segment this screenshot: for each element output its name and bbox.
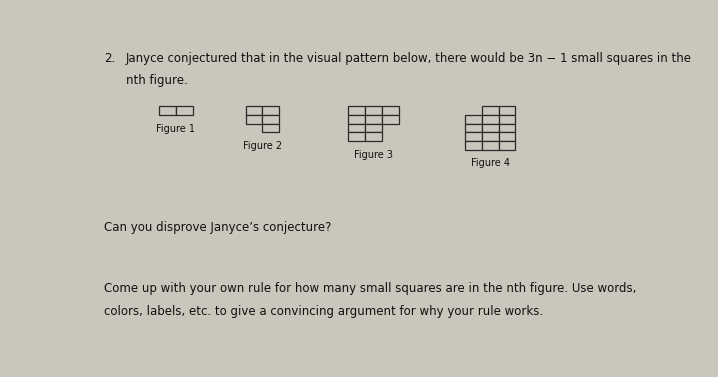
Bar bbox=[465, 124, 482, 132]
Text: Come up with your own rule for how many small squares are in the nth figure. Use: Come up with your own rule for how many … bbox=[103, 282, 636, 295]
Bar bbox=[348, 124, 365, 132]
Bar bbox=[465, 141, 482, 150]
Bar bbox=[382, 115, 398, 124]
Bar bbox=[499, 106, 516, 115]
Bar bbox=[499, 124, 516, 132]
Bar bbox=[365, 106, 382, 115]
Bar bbox=[365, 132, 382, 141]
Bar bbox=[262, 106, 279, 115]
Bar bbox=[246, 115, 262, 124]
Bar bbox=[465, 115, 482, 124]
Text: Figure 3: Figure 3 bbox=[354, 150, 393, 160]
Bar bbox=[382, 106, 398, 115]
Bar bbox=[499, 132, 516, 141]
Bar bbox=[348, 132, 365, 141]
Bar bbox=[499, 115, 516, 124]
Bar bbox=[159, 106, 176, 115]
Bar bbox=[499, 141, 516, 150]
Bar bbox=[348, 115, 365, 124]
Bar bbox=[482, 115, 499, 124]
Bar bbox=[262, 124, 279, 132]
Text: colors, labels, etc. to give a convincing argument for why your rule works.: colors, labels, etc. to give a convincin… bbox=[103, 305, 543, 318]
Text: Figure 2: Figure 2 bbox=[243, 141, 281, 151]
Bar bbox=[365, 124, 382, 132]
Bar bbox=[482, 132, 499, 141]
Bar bbox=[348, 106, 365, 115]
Text: 2.: 2. bbox=[103, 52, 115, 66]
Text: Figure 4: Figure 4 bbox=[471, 158, 510, 169]
Bar bbox=[482, 141, 499, 150]
Text: Can you disprove Janyce’s conjecture?: Can you disprove Janyce’s conjecture? bbox=[103, 221, 331, 234]
Text: nth figure.: nth figure. bbox=[126, 74, 187, 87]
Bar bbox=[365, 115, 382, 124]
Bar bbox=[262, 115, 279, 124]
Bar bbox=[465, 132, 482, 141]
Bar bbox=[176, 106, 192, 115]
Bar bbox=[246, 106, 262, 115]
Bar bbox=[482, 124, 499, 132]
Text: Janyce conjectured that in the visual pattern below, there would be 3n − 1 small: Janyce conjectured that in the visual pa… bbox=[126, 52, 692, 66]
Bar bbox=[482, 106, 499, 115]
Text: Figure 1: Figure 1 bbox=[157, 124, 195, 133]
